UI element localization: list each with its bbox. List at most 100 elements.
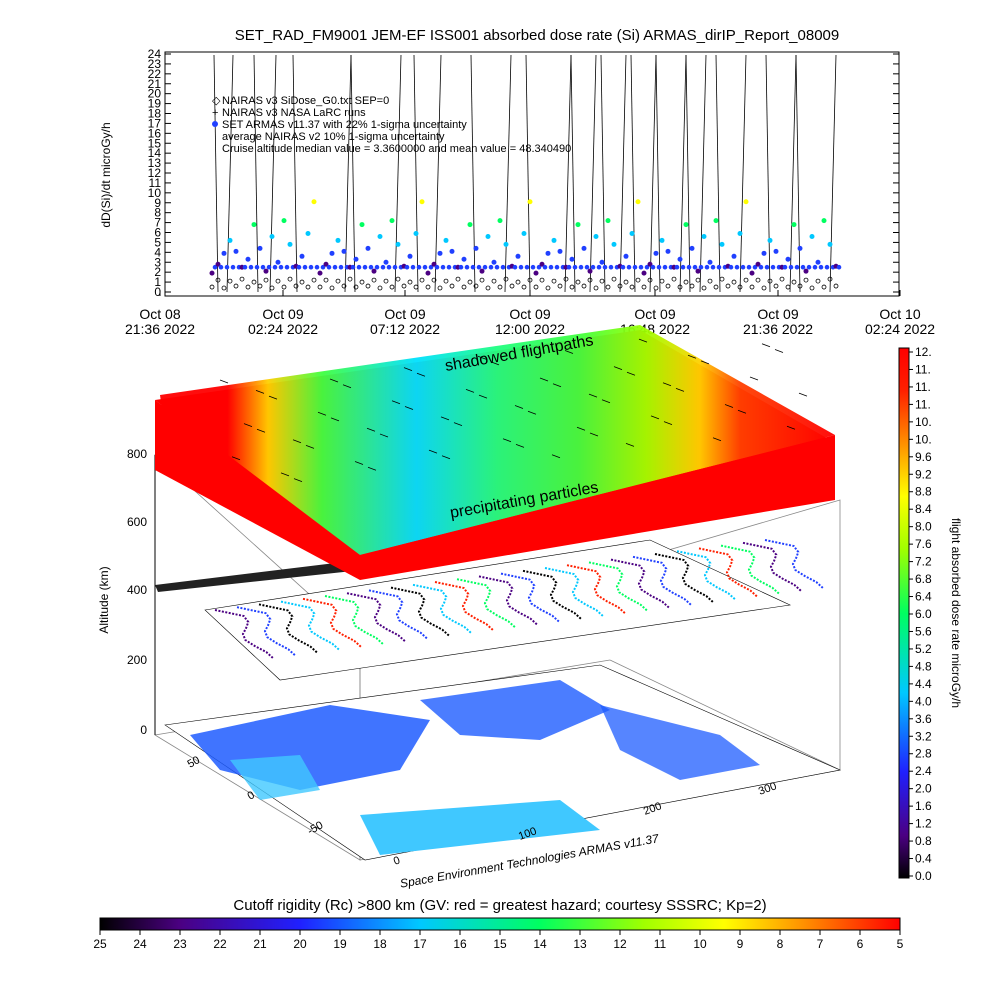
armas-band-point: [380, 264, 386, 270]
armas-band-point: [422, 264, 428, 270]
armas-band-point: [512, 264, 518, 270]
nairas-point: [767, 278, 773, 284]
armas-point: [749, 270, 755, 276]
slab-dot-45: [724, 404, 734, 408]
bc-tick-label-20: 5: [897, 937, 904, 951]
armas-band-point: [320, 264, 326, 270]
slab-dot-1: [256, 428, 266, 433]
armas-point: [329, 250, 335, 256]
armas-point: [767, 237, 773, 243]
armas-point: [551, 237, 557, 243]
nairas-point: [371, 277, 377, 283]
spike-21: [679, 54, 687, 293]
legend-entry-nairas-larc: NAIRAS v3 NASA LaRC runs: [222, 107, 366, 119]
nairas-point: [689, 283, 695, 289]
armas-point: [299, 253, 305, 259]
armas-band-point: [218, 264, 224, 270]
nairas-point: [683, 279, 689, 285]
slab-dot-27: [638, 338, 648, 343]
armas-band-point: [392, 264, 398, 270]
armas-point: [479, 268, 485, 274]
bc-tick-label-5: 20: [293, 937, 307, 951]
armas-point: [233, 248, 239, 254]
track-13: [500, 572, 560, 623]
nairas-point: [623, 279, 629, 285]
slab-dot-32: [243, 423, 253, 427]
armas-point: [527, 199, 533, 205]
nairas-point: [485, 285, 491, 291]
armas-point: [371, 268, 377, 274]
nairas-point: [293, 283, 299, 289]
precipitation-slab: [160, 325, 835, 555]
cb-tick-label-2: 0.8: [915, 834, 932, 848]
armas-point: [605, 218, 611, 224]
armas-band-point: [488, 264, 494, 270]
nairas-point: [599, 278, 605, 284]
armas-point: [803, 268, 809, 274]
nairas-point: [671, 276, 677, 282]
armas-band-point: [572, 264, 578, 270]
x-tick-date-2: Oct 09: [384, 306, 425, 322]
bc-tick-label-11: 14: [533, 937, 547, 951]
track-19: [632, 555, 692, 606]
dose-spikes: [213, 54, 837, 293]
flightpath-layer: [204, 539, 792, 681]
nairas-point: [647, 277, 653, 283]
nairas-point: [365, 283, 371, 289]
bc-tick-label-3: 22: [213, 937, 227, 951]
nairas-point: [461, 284, 467, 290]
legend-marker-armas: [212, 121, 218, 127]
armas-band-point: [242, 264, 248, 270]
nairas-point: [665, 283, 671, 289]
spike-17: [619, 54, 627, 293]
armas-point: [221, 250, 227, 256]
nairas-point: [305, 284, 311, 290]
top-legend: ◇ NAIRAS v3 SiDose_G0.txt SEP=0 + NAIRAS…: [212, 95, 571, 155]
slab-dot-50: [329, 378, 339, 383]
armas-band-point: [428, 264, 434, 270]
nairas-point: [737, 284, 743, 290]
nairas-point: [635, 277, 641, 283]
bc-tick-label-7: 18: [373, 937, 387, 951]
armas-point: [497, 218, 503, 224]
armas-band-point: [296, 264, 302, 270]
slab-dot-37: [428, 449, 438, 454]
nairas-point: [359, 279, 365, 285]
spike-13: [564, 54, 572, 293]
slab-dot-51: [366, 427, 376, 432]
nairas-point: [215, 277, 221, 283]
armas-point: [461, 256, 467, 262]
nairas-point: [269, 285, 275, 291]
continent-australia: [230, 755, 320, 800]
armas-band-point: [464, 264, 470, 270]
armas-band-point: [764, 264, 770, 270]
spike-15: [589, 54, 597, 293]
nairas-point: [701, 285, 707, 291]
armas-point: [593, 233, 599, 239]
armas-band-point: [626, 264, 632, 270]
y-tick-label-0: 0: [154, 285, 161, 299]
lon-tick-0: 0: [392, 854, 402, 867]
armas-band-point: [434, 264, 440, 270]
flightpath-strip: [155, 560, 362, 592]
bc-tick-label-12: 13: [573, 937, 587, 951]
armas-band-point: [356, 264, 362, 270]
armas-point: [287, 241, 293, 247]
armas-band-point: [494, 264, 500, 270]
cb-tick-label-5: 2.0: [915, 782, 932, 796]
nairas-point: [515, 279, 521, 285]
slab-dot-40: [539, 377, 549, 382]
nairas-point: [803, 277, 809, 283]
nairas-point: [761, 285, 767, 291]
cb-tick-label-13: 5.2: [915, 642, 932, 656]
armas-point: [821, 218, 827, 224]
slab-dot-12: [663, 421, 673, 425]
slab-dot-44: [687, 354, 697, 359]
armas-point: [659, 237, 665, 243]
armas-band-point: [254, 264, 260, 270]
legend-entry-nairas-g0: NAIRAS v3 SiDose_G0.txt SEP=0: [222, 95, 389, 107]
lat-tick-50: 50: [186, 754, 203, 771]
slab-dot-21: [416, 372, 426, 377]
armas-point: [257, 245, 263, 251]
nairas-point: [653, 285, 659, 291]
